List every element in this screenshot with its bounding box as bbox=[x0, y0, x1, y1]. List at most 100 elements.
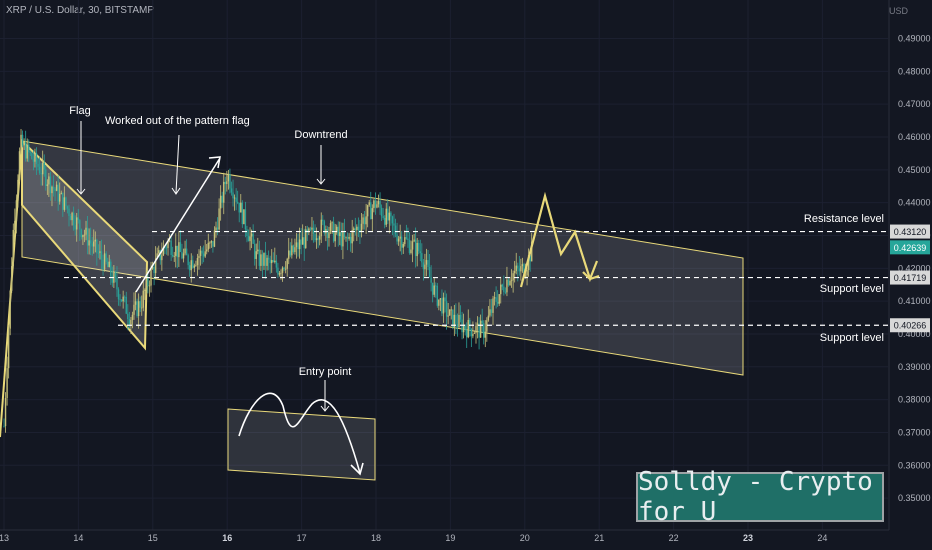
candle-body bbox=[18, 151, 21, 180]
level-price-tag bbox=[890, 270, 930, 285]
candle-body bbox=[57, 184, 59, 202]
candle-body bbox=[469, 319, 471, 329]
candle-body bbox=[489, 309, 491, 316]
candle-body bbox=[521, 264, 524, 267]
y-tick-label: 0.39000 bbox=[898, 362, 931, 372]
candle-body bbox=[37, 163, 39, 167]
candle-body bbox=[253, 243, 256, 259]
x-axis: 13 14 15 16 17 18 19 20 21 22 23 24 bbox=[0, 529, 889, 543]
candle-body bbox=[134, 301, 137, 305]
candle-body bbox=[108, 261, 110, 268]
candle-body bbox=[110, 261, 112, 277]
candle-body bbox=[136, 301, 138, 316]
candle-body bbox=[65, 197, 67, 207]
x-tick-label: 16 bbox=[222, 533, 232, 543]
candle-body bbox=[51, 186, 53, 194]
candle-body bbox=[4, 397, 7, 427]
worked-out-pointer bbox=[175, 134, 180, 194]
candle-body bbox=[317, 238, 319, 240]
level-price-tag bbox=[890, 224, 930, 239]
candle-body bbox=[43, 162, 45, 170]
y-tick-label: 0.45000 bbox=[898, 165, 931, 175]
candle-body bbox=[207, 242, 209, 250]
candle-body bbox=[74, 225, 76, 230]
x-tick-label: 20 bbox=[520, 533, 530, 543]
y-tick-label: 0.46000 bbox=[898, 132, 931, 142]
candle-body bbox=[343, 231, 346, 238]
candle-body bbox=[515, 265, 517, 272]
candle-body bbox=[475, 325, 477, 334]
candle-body bbox=[397, 238, 400, 242]
breakout-arrow bbox=[135, 157, 221, 293]
candle-body bbox=[472, 333, 474, 337]
candle-body bbox=[448, 309, 451, 316]
candle-body bbox=[255, 251, 257, 259]
candle-body bbox=[438, 299, 440, 306]
candle-body bbox=[416, 242, 418, 257]
candle-body bbox=[246, 229, 248, 236]
y-tick-label: 0.38000 bbox=[898, 395, 931, 405]
candle-body bbox=[272, 260, 274, 262]
candle-body bbox=[161, 255, 163, 261]
candle-body bbox=[483, 323, 485, 338]
candle-body bbox=[377, 201, 380, 205]
levels bbox=[64, 230, 889, 326]
level-price-tag-text: 0.40266 bbox=[894, 321, 927, 331]
candle-body bbox=[165, 247, 168, 249]
candle-body bbox=[176, 245, 179, 258]
candle-body bbox=[486, 320, 488, 332]
candle-body bbox=[315, 238, 318, 241]
candle-body bbox=[96, 239, 98, 253]
candle-body bbox=[445, 301, 448, 317]
candle-body bbox=[329, 223, 332, 233]
candle-body bbox=[181, 251, 183, 259]
candle-body bbox=[229, 174, 231, 189]
price-tags: 0.43120 0.41719 0.40266 0.42639 bbox=[890, 224, 930, 333]
candle-body bbox=[294, 247, 296, 253]
candle-body bbox=[40, 172, 42, 175]
x-tick-label: 18 bbox=[371, 533, 381, 543]
candle-body bbox=[458, 314, 460, 327]
candle-body bbox=[261, 254, 264, 266]
candle-body bbox=[363, 217, 366, 225]
candle-body bbox=[354, 228, 356, 230]
candle-body bbox=[373, 200, 375, 209]
candle-body bbox=[281, 267, 284, 273]
candle-body bbox=[52, 186, 55, 189]
candle-body bbox=[213, 230, 216, 247]
candle-body bbox=[91, 243, 93, 247]
candle-body bbox=[326, 229, 329, 239]
candle-body bbox=[144, 290, 146, 291]
candle-body bbox=[360, 223, 363, 232]
candle-body bbox=[240, 202, 242, 213]
candle-body bbox=[501, 284, 504, 287]
candle-body bbox=[512, 273, 514, 281]
candle-body bbox=[391, 216, 394, 224]
candle-body bbox=[20, 134, 22, 152]
candle-body bbox=[28, 144, 30, 153]
candle-body bbox=[306, 229, 309, 233]
candle-body bbox=[122, 296, 124, 302]
candle-body bbox=[526, 270, 528, 276]
candle-body bbox=[204, 251, 206, 257]
candle-body bbox=[462, 325, 465, 333]
candle-body bbox=[376, 204, 378, 208]
candle-body bbox=[277, 267, 279, 275]
candle-body bbox=[41, 162, 44, 175]
candle-body bbox=[495, 297, 497, 302]
candle-body bbox=[266, 257, 268, 266]
candle-body bbox=[490, 309, 493, 313]
candle-body bbox=[292, 245, 295, 253]
candle-body bbox=[500, 284, 502, 295]
candle-body bbox=[102, 259, 104, 270]
candle-body bbox=[425, 260, 428, 265]
candle-body bbox=[238, 202, 240, 213]
candle-body bbox=[210, 240, 213, 243]
breakout-arrowhead bbox=[208, 156, 221, 169]
candle-body bbox=[125, 296, 127, 314]
candle-body bbox=[105, 253, 107, 262]
y-tick-label: 0.47000 bbox=[898, 99, 931, 109]
level-price-tag-text: 0.41719 bbox=[894, 273, 927, 283]
candle-body bbox=[487, 315, 490, 321]
candle-body bbox=[85, 227, 87, 235]
